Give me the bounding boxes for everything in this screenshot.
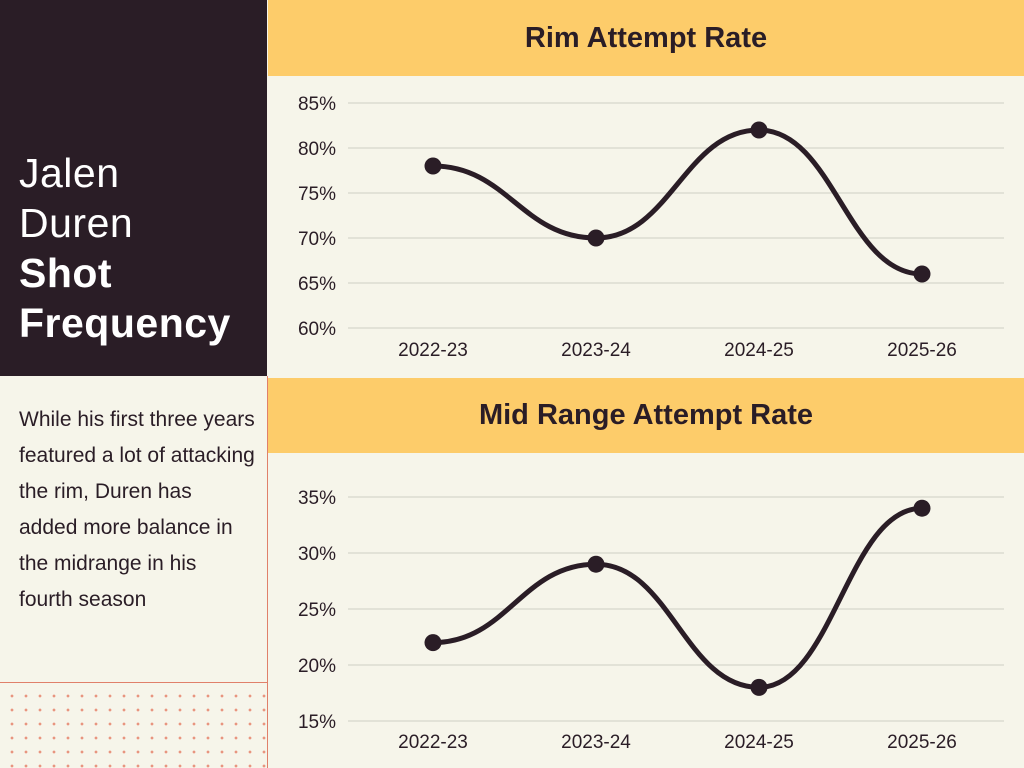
rim-y-tick-label: 75%: [298, 184, 336, 205]
rim-data-point: [750, 121, 768, 139]
title-panel: Jalen Duren Shot Frequency: [0, 0, 267, 376]
rim-x-tick-label: 2022-23: [398, 340, 468, 361]
mid-range-chart-title: Mid Range Attempt Rate: [268, 378, 1024, 453]
description-text: While his first three years featured a l…: [19, 408, 255, 611]
rim-y-tick-label: 70%: [298, 229, 336, 250]
sidebar-divider: [0, 682, 267, 683]
title-shot: Shot: [19, 250, 113, 296]
mid-data-point: [913, 499, 931, 517]
mid-y-tick-label: 25%: [298, 600, 336, 621]
mid-y-tick-label: 15%: [298, 712, 336, 733]
mid-y-tick-label: 30%: [298, 544, 336, 565]
mid-series-line: [430, 505, 925, 690]
rim-y-tick-label: 85%: [298, 94, 336, 115]
title-last-name: Duren: [19, 200, 134, 246]
mid-x-tick-label: 2024-25: [724, 732, 794, 753]
rim-y-tick-label: 65%: [298, 274, 336, 295]
mid-x-tick-label: 2023-24: [561, 732, 631, 753]
rim-attempt-rate-chart: 60% 65% 70% 75% 80% 85% 2022-23 2023-24 2024-25 2…: [298, 94, 1004, 361]
rim-x-tick-label: 2025-26: [887, 340, 957, 361]
rim-data-point: [424, 157, 442, 175]
rim-y-tick-label: 80%: [298, 139, 336, 160]
rim-chart-title: Rim Attempt Rate: [268, 0, 1024, 76]
mid-x-tick-label: 2022-23: [398, 732, 468, 753]
title-first-name: Jalen: [19, 150, 120, 196]
rim-x-tick-label: 2024-25: [724, 340, 794, 361]
rim-y-tick-label: 60%: [298, 319, 336, 340]
title-frequency: Frequency: [19, 300, 231, 346]
mid-data-point: [750, 678, 768, 696]
mid-x-tick-label: 2025-26: [887, 732, 957, 753]
rim-data-point: [587, 229, 605, 247]
description-panel: [0, 376, 268, 768]
rim-series-line: [430, 127, 925, 277]
mid-y-tick-label: 35%: [298, 488, 336, 509]
mid-data-point: [424, 634, 442, 652]
dot-pattern-decoration: [0, 684, 267, 768]
mid-y-tick-label: 20%: [298, 656, 336, 677]
rim-data-point: [913, 265, 931, 283]
mid-range-attempt-rate-chart: 15% 20% 25% 30% 35% 2022-23 2023-24 2024-25 2025…: [298, 488, 1004, 753]
mid-data-point: [587, 555, 605, 573]
rim-x-tick-label: 2023-24: [561, 340, 631, 361]
